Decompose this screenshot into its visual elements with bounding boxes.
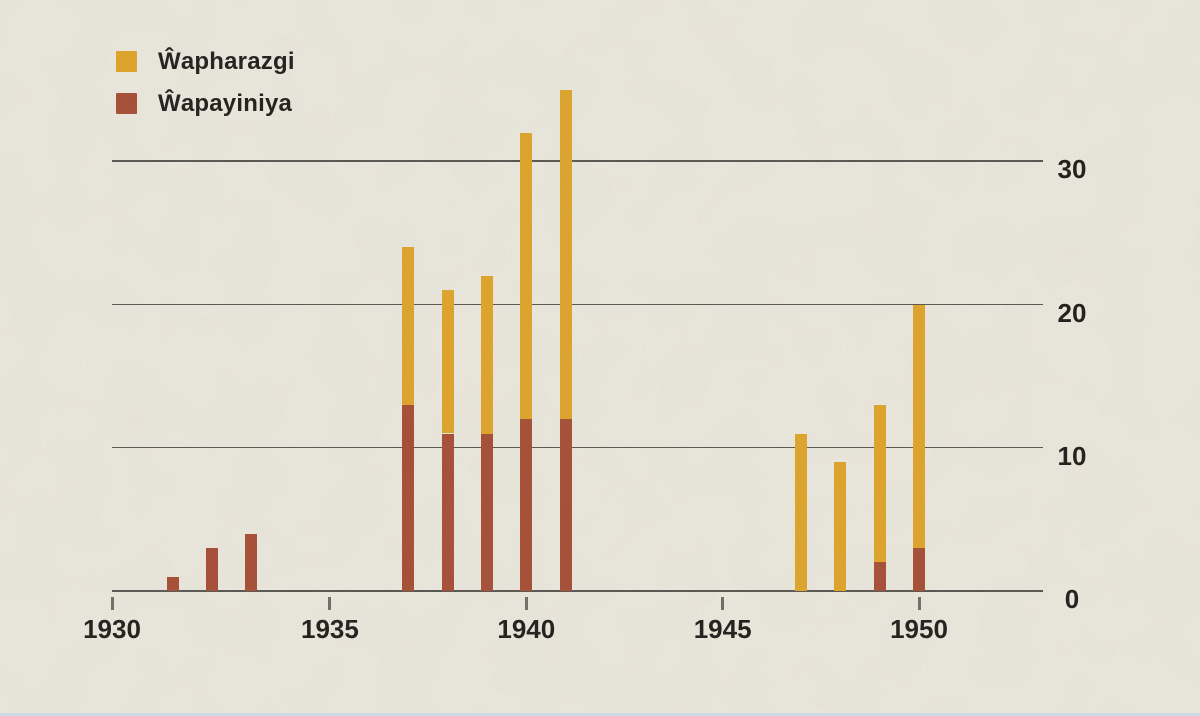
bar-1950-wapayiniya — [913, 548, 925, 591]
bar-1948-wapharazgi — [834, 462, 847, 591]
x-axis-label-1930: 1930 — [83, 614, 141, 644]
y-axis-label-30: 30 — [1057, 154, 1087, 185]
gridline-30 — [112, 160, 1043, 162]
bar-1932-wapayiniya — [206, 548, 219, 591]
bar-1938-wapharazgi — [441, 290, 454, 434]
bar-1950-wapharazgi — [913, 304, 925, 549]
x-tick-1945 — [721, 597, 725, 610]
bar-1933-wapayiniya — [245, 533, 258, 591]
x-tick-1950 — [917, 597, 921, 610]
bar-1947-wapharazgi — [795, 433, 808, 591]
bar-1931-wapayiniya — [166, 576, 179, 591]
gridline-20 — [112, 303, 1043, 306]
bar-1939-wapharazgi — [481, 276, 494, 434]
bar-1940-wapayiniya — [520, 419, 533, 591]
x-axis-label-1940: 1940 — [497, 614, 556, 644]
x-axis-label-1935: 1935 — [301, 614, 359, 644]
bar-1938-wapayiniya — [441, 433, 454, 591]
bar-1939-wapayiniya — [481, 433, 494, 591]
legend: Ŵapharazgi Ŵapayiniya — [116, 47, 295, 117]
legend-label-wapayiniya: Ŵapayiniya — [158, 89, 293, 117]
bar-1941-wapayiniya — [559, 419, 572, 591]
x-tick-1940 — [524, 597, 528, 610]
x-axis-label-1950: 1950 — [890, 614, 948, 644]
bar-1949-wapayiniya — [873, 562, 886, 591]
x-axis-label-1945: 1945 — [693, 614, 752, 644]
y-axis-label-0: 0 — [1064, 584, 1080, 614]
bar-1941-wapharazgi — [559, 89, 572, 420]
legend-label-wapharazgi: Ŵapharazgi — [158, 47, 295, 75]
bar-1937-wapayiniya — [402, 404, 415, 591]
legend-item-wapayiniya: Ŵapayiniya — [116, 89, 295, 117]
x-tick-1930 — [110, 597, 114, 610]
y-axis-label-20: 20 — [1057, 297, 1087, 328]
legend-item-wapharazgi: Ŵapharazgi — [116, 47, 295, 75]
gridline-10 — [112, 446, 1043, 449]
legend-swatch-wapharazgi — [116, 51, 137, 72]
bar-1949-wapharazgi — [873, 404, 886, 563]
legend-swatch-wapayiniya — [116, 93, 137, 114]
y-axis-label-10: 10 — [1057, 440, 1087, 471]
x-tick-1935 — [328, 597, 332, 610]
bar-1937-wapharazgi — [402, 247, 415, 405]
bar-1940-wapharazgi — [520, 132, 533, 420]
